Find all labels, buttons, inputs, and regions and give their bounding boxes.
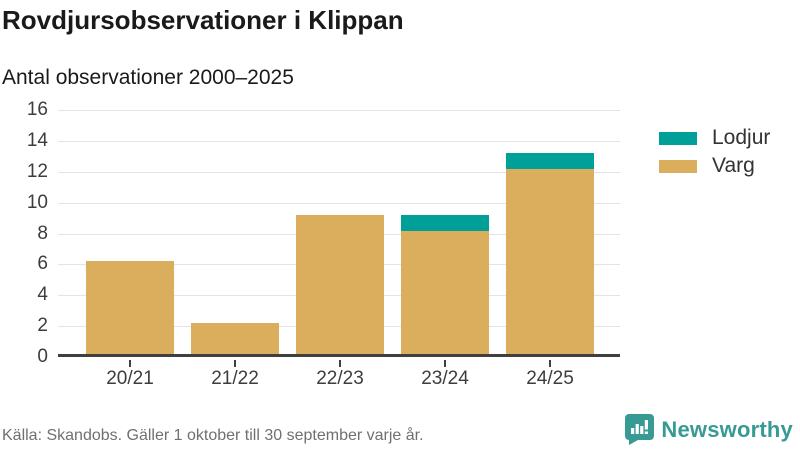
bar-segment-varg-24/25 [506,168,594,354]
source-note: Källa: Skandobs. Gäller 1 oktober till 3… [2,427,424,444]
x-tick-22/23 [339,360,341,367]
newsworthy-bubble-chart-icon [625,414,655,445]
y-tick-label-16: 16 [26,99,48,120]
bar-group-24/25 [506,107,594,354]
y-axis-labels: 0 2 4 6 8 10 12 14 16 [0,0,48,450]
legend-swatch-varg [659,159,697,173]
x-tick-label-24/25: 24/25 [526,368,574,389]
x-tick-label-20/21: 20/21 [106,368,154,389]
y-tick-label-12: 12 [26,160,48,182]
bar-segment-varg-20/21 [86,261,174,354]
bar-segment-lodjur-23/24 [401,215,489,231]
y-tick-label-10: 10 [26,191,48,213]
plot-area [58,110,620,357]
bar-segment-varg-23/24 [401,230,489,354]
chart-subtitle: Antal observationer 2000–2025 [2,66,294,89]
x-tick-20/21 [129,360,131,367]
y-tick-label-4: 4 [37,284,48,306]
y-tick-label-0: 0 [37,346,48,367]
x-tick-23/24 [444,360,446,367]
x-tick-label-22/23: 22/23 [316,368,364,389]
x-tick-24/25 [549,360,551,367]
chart-title: Rovdjursobservationer i Klippan [2,5,404,35]
bar-group-20/21 [86,107,174,354]
legend-label-varg: Varg [712,154,755,177]
legend-swatch-lodjur [659,131,697,145]
y-tick-label-6: 6 [37,253,48,275]
y-tick-label-2: 2 [37,315,48,337]
y-tick-label-14: 14 [26,129,48,151]
bar-segment-lodjur-24/25 [506,153,594,169]
x-tick-label-21/22: 21/22 [211,368,259,389]
bar-segment-varg-21/22 [191,323,279,354]
brand-name: Newsworthy [661,416,793,442]
y-tick-label-8: 8 [37,222,48,244]
x-tick-label-23/24: 23/24 [421,368,469,389]
bar-segment-varg-22/23 [296,215,384,354]
gridline-10 [58,202,620,204]
brand-logo: Newsworthy [625,414,793,445]
legend-item-varg: Varg [659,154,770,177]
gridline-16 [58,110,620,111]
gridline-14 [58,140,620,142]
bar-group-23/24 [401,107,489,354]
legend-label-lodjur: Lodjur [712,126,771,149]
bar-group-21/22 [191,107,279,354]
x-tick-21/22 [234,360,236,367]
gridline-12 [58,171,620,173]
legend: Lodjur Varg [659,126,771,184]
bar-group-22/23 [296,107,384,354]
x-axis: 20/21 21/22 22/23 23/24 24/25 [58,360,620,394]
legend-item-lodjur: Lodjur [659,126,771,149]
